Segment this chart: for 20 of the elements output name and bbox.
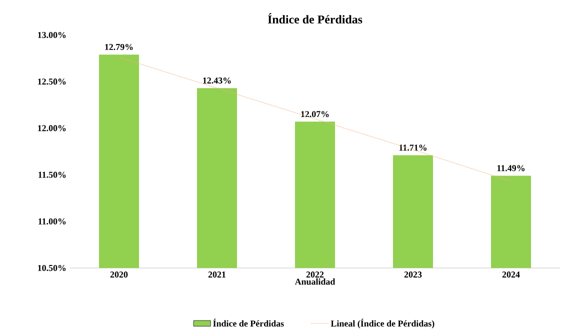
legend-label: Lineal (Índice de Pérdidas) — [330, 318, 434, 328]
y-tick-label: 12.50% — [38, 78, 66, 85]
data-label: 12.07% — [301, 111, 329, 118]
x-tick-label: 2024 — [502, 272, 520, 278]
x-tick-label: 2020 — [110, 272, 128, 278]
legend-label: Índice de Pérdidas — [213, 318, 284, 327]
chart-title: Índice de Pérdidas — [268, 13, 362, 24]
data-label: 12.79% — [105, 44, 133, 50]
x-tick-label: 2023 — [404, 272, 422, 278]
y-tick-label: 12.00% — [38, 125, 66, 132]
data-label: 12.43% — [203, 78, 231, 84]
data-label: 11.71% — [399, 144, 426, 151]
x-axis-title: Anualidad — [294, 278, 336, 285]
x-tick-label: 2022 — [306, 272, 324, 278]
x-tick-label: 2021 — [208, 272, 226, 278]
y-tick-label: 11.50% — [38, 172, 66, 178]
y-tick-label: 10.50% — [38, 264, 66, 272]
data-label: 11.49% — [497, 165, 524, 172]
y-tick-label: 13.00% — [38, 32, 66, 38]
y-tick-label: 11.00% — [38, 218, 66, 224]
